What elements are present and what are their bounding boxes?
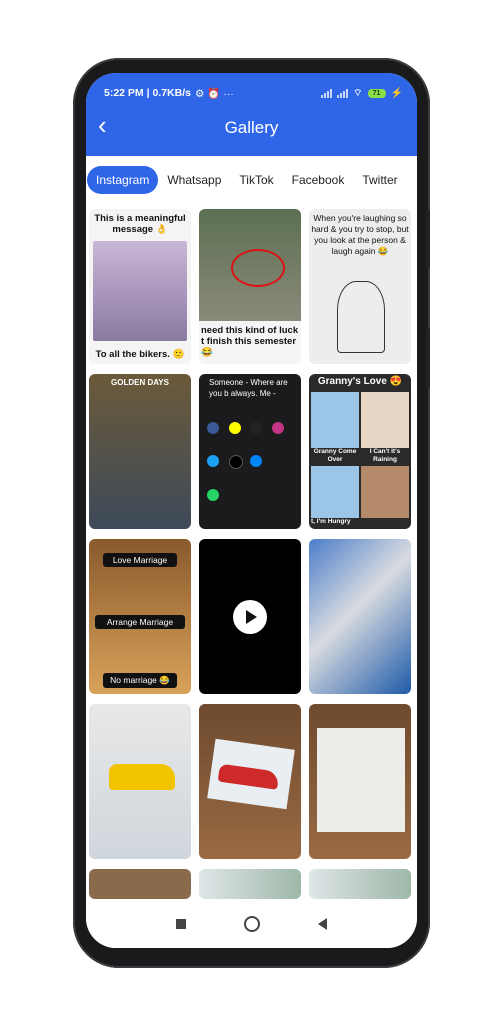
wifi-icon: ⌔ — [353, 87, 363, 99]
signal-icon — [337, 88, 349, 98]
meme-image — [311, 466, 359, 518]
meme-image — [93, 241, 187, 341]
volume-button — [426, 210, 430, 268]
gallery-item[interactable]: Granny's Love 😍 Granny Come Over I Can't… — [309, 374, 411, 529]
app-bar: 5:22 PM | 0.7KB/s ⚙ ⏰ ··· ⌔ 71 ⚡ ‹ Galle… — [86, 73, 417, 156]
battery-icon: 71 — [367, 88, 386, 98]
signal-icon — [321, 88, 333, 98]
page-title: Gallery — [224, 118, 279, 137]
gallery-item[interactable]: Someone - Where are you b always. Me - — [199, 374, 301, 529]
meme-caption: need this kind of luck t finish this sem… — [201, 325, 299, 358]
system-nav-bar — [86, 900, 417, 948]
home-button[interactable] — [244, 916, 260, 932]
share-icons — [207, 422, 293, 512]
back-arrow-icon[interactable]: ‹ — [98, 110, 107, 140]
highlight-circle — [231, 249, 285, 287]
back-button[interactable] — [318, 918, 327, 930]
tab-facebook[interactable]: Facebook — [291, 173, 345, 187]
meme-image — [109, 764, 175, 790]
power-button — [426, 328, 430, 388]
play-icon[interactable] — [233, 599, 267, 634]
meme-caption: This is a meaningful message 👌 — [94, 213, 186, 235]
meme-caption: GOLDEN DAYS — [111, 378, 169, 387]
meme-image — [337, 281, 385, 353]
category-tabs: Instagram Whatsapp TikTok Facebook Twitt… — [86, 156, 417, 204]
tab-twitter[interactable]: Twitter — [362, 173, 398, 187]
gallery-item[interactable] — [309, 539, 411, 694]
screen: 5:22 PM | 0.7KB/s ⚙ ⏰ ··· ⌔ 71 ⚡ ‹ Galle… — [86, 73, 417, 948]
meme-caption: Granny's Love 😍 — [317, 376, 403, 387]
status-time: 5:22 PM | 0.7KB/s — [104, 87, 191, 99]
tab-tiktok[interactable]: TikTok — [239, 173, 274, 187]
tab-instagram[interactable]: Instagram — [87, 166, 159, 194]
gallery-item[interactable] — [89, 704, 191, 859]
gallery-item[interactable] — [309, 869, 411, 899]
gallery-item[interactable] — [199, 869, 301, 899]
meme-caption: Someone - Where are you b always. Me - — [209, 378, 288, 398]
meme-caption: No marriage 😂 — [103, 673, 177, 688]
meme-caption: t, I'm Hungry — [311, 518, 351, 525]
meme-image — [199, 209, 301, 321]
meme-caption: When you're laughing so hard & you try t… — [311, 213, 409, 256]
meme-caption: I Can't It's Raining — [369, 448, 401, 463]
gallery-item[interactable]: Love Marriage Arrange Marriage No marria… — [89, 539, 191, 694]
meme-image — [311, 392, 359, 448]
gallery-item[interactable]: This is a meaningful message 👌 To all th… — [89, 209, 191, 364]
meme-caption: Arrange Marriage — [95, 615, 185, 629]
gallery-item[interactable] — [199, 704, 301, 859]
meme-image — [317, 728, 405, 832]
tab-whatsapp[interactable]: Whatsapp — [167, 173, 222, 187]
gallery-item-video[interactable] — [199, 539, 301, 694]
status-bar: 5:22 PM | 0.7KB/s ⚙ ⏰ ··· ⌔ 71 ⚡ — [104, 85, 403, 101]
status-icons: ⚙ ⏰ ··· — [194, 87, 234, 100]
gallery-item[interactable] — [89, 869, 191, 899]
meme-caption: Granny Come Over — [313, 448, 357, 463]
meme-caption: Love Marriage — [103, 553, 177, 567]
meme-image — [207, 738, 295, 810]
recents-button[interactable] — [176, 919, 186, 929]
meme-image — [361, 392, 409, 448]
gallery-item[interactable]: GOLDEN DAYS — [89, 374, 191, 529]
gallery-item[interactable]: need this kind of luck t finish this sem… — [199, 209, 301, 364]
gallery-item[interactable]: When you're laughing so hard & you try t… — [309, 209, 411, 364]
meme-caption: To all the bikers. 🙂 — [95, 349, 185, 360]
gallery-grid: This is a meaningful message 👌 To all th… — [89, 209, 414, 899]
gallery-item[interactable] — [309, 704, 411, 859]
charging-icon: ⚡ — [390, 87, 403, 99]
meme-image — [361, 466, 409, 518]
